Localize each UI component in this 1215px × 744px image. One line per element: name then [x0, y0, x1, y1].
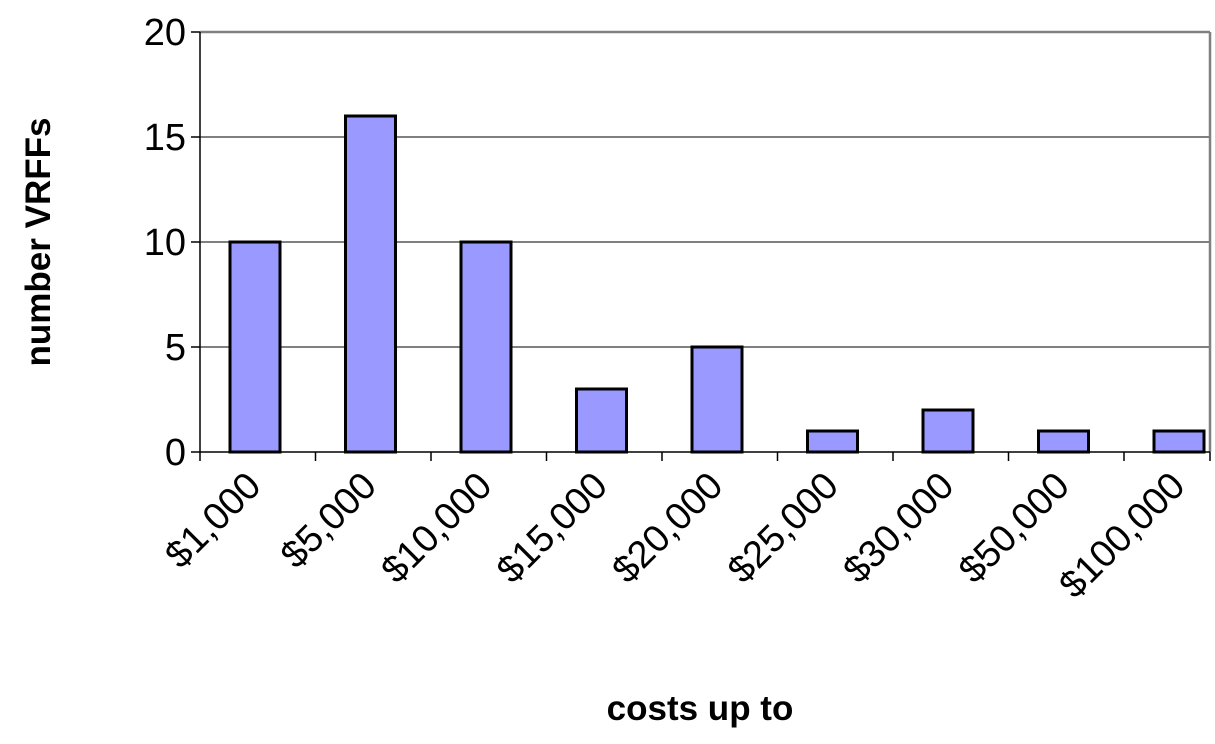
bar-6 — [806, 429, 859, 454]
y-axis-title: number VRFFs — [19, 118, 58, 367]
x-tick-label: $10,000 — [374, 465, 501, 592]
bar-7 — [921, 408, 975, 454]
x-tick-label: $25,000 — [720, 465, 847, 592]
bar-5 — [690, 345, 744, 454]
bar-2 — [344, 114, 397, 454]
bar-8 — [1037, 429, 1090, 454]
y-tick-labels: 0 5 10 15 20 — [144, 12, 186, 474]
y-tick-label: 0 — [165, 432, 186, 474]
y-tick-label: 20 — [144, 12, 186, 54]
x-tick-label: $1,000 — [157, 465, 269, 577]
x-axis-title: costs up to — [607, 689, 794, 728]
x-tick-label: $20,000 — [605, 465, 732, 592]
x-tick-label: $15,000 — [489, 465, 616, 592]
y-tick-label: 5 — [165, 327, 186, 369]
bar-9 — [1152, 429, 1206, 454]
bars — [228, 114, 1206, 454]
y-tick-label: 10 — [144, 222, 186, 264]
x-tick-label: $30,000 — [836, 465, 963, 592]
x-tick-label: $5,000 — [273, 465, 385, 577]
y-tick-label: 15 — [144, 117, 186, 159]
axes — [191, 30, 1212, 461]
x-tick-labels: $1,000 $5,000$10,000$15,000$20,000$25,000… — [157, 465, 1193, 607]
bar-1 — [228, 240, 282, 454]
x-tick-label: $100,000 — [1052, 465, 1194, 607]
bar-4 — [575, 387, 628, 454]
bar-3 — [459, 240, 513, 454]
